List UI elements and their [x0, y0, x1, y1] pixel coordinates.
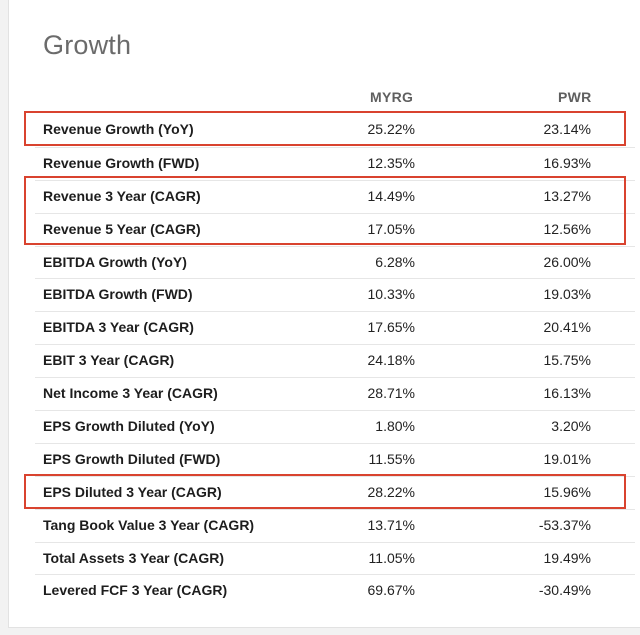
- table-row: EBIT 3 Year (CAGR) 24.18% 15.75%: [35, 344, 635, 377]
- pwr-value: 26.00%: [543, 253, 591, 270]
- table-row: EBITDA Growth (FWD) 10.33% 19.03%: [35, 278, 635, 311]
- table-row: Total Assets 3 Year (CAGR) 11.05% 19.49%: [35, 541, 635, 575]
- column-header-myrg[interactable]: MYRG: [370, 89, 414, 105]
- row-label: Net Income 3 Year (CAGR): [43, 385, 218, 402]
- myrg-value: 12.35%: [367, 154, 415, 171]
- table-row: Tang Book Value 3 Year (CAGR) 13.71% -53.3…: [35, 508, 635, 542]
- pwr-value: 16.93%: [543, 154, 591, 171]
- row-label: EBIT 3 Year (CAGR): [43, 352, 175, 369]
- pwr-value: 15.96%: [543, 483, 591, 500]
- pwr-value: 23.14%: [543, 121, 591, 137]
- table-row: Revenue 5 Year (CAGR) 17.05% 12.56%: [35, 212, 635, 246]
- myrg-value: 69.67%: [367, 582, 415, 599]
- row-label: Revenue 3 Year (CAGR): [43, 187, 201, 204]
- myrg-value: 13.71%: [367, 516, 415, 533]
- row-label: Tang Book Value 3 Year (CAGR): [43, 516, 255, 533]
- table-row: EPS Growth Diluted (YoY) 1.80% 3.20%: [35, 410, 635, 443]
- myrg-value: 10.33%: [367, 286, 415, 303]
- table-row: Revenue 3 Year (CAGR) 14.49% 13.27%: [35, 179, 635, 213]
- table-row: Revenue Growth (FWD) 12.35% 16.93%: [35, 146, 635, 180]
- section-title: Growth: [43, 30, 132, 60]
- pwr-value: 3.20%: [551, 418, 591, 435]
- myrg-value: 6.28%: [375, 253, 415, 270]
- myrg-value: 28.22%: [367, 483, 415, 500]
- growth-card: Growth MYRG PWR Revenue Growth (YoY) 25.2…: [8, 0, 640, 628]
- table-row: Levered FCF 3 Year (CAGR) 69.67% -30.49%: [35, 574, 635, 607]
- pwr-value: 12.56%: [543, 220, 591, 237]
- myrg-value: 17.65%: [367, 319, 415, 336]
- table-row: EPS Diluted 3 Year (CAGR) 28.22% 15.96%: [35, 475, 635, 509]
- row-label: EBITDA Growth (YoY): [43, 253, 187, 270]
- table-row: EPS Growth Diluted (FWD) 11.55% 19.01%: [35, 442, 635, 476]
- row-label: EPS Growth Diluted (FWD): [43, 450, 221, 467]
- myrg-value: 25.22%: [367, 121, 415, 137]
- growth-table: Revenue Growth (YoY) 25.22% 23.14% Revenue…: [35, 114, 635, 607]
- myrg-value: 11.55%: [368, 450, 415, 467]
- column-header-pwr[interactable]: PWR: [558, 89, 592, 105]
- myrg-value: 24.18%: [367, 352, 415, 369]
- pwr-value: 19.49%: [543, 549, 591, 566]
- myrg-value: 1.80%: [375, 418, 415, 435]
- row-label: Revenue Growth (YoY): [43, 121, 194, 137]
- row-label: EPS Diluted 3 Year (CAGR): [43, 483, 222, 500]
- pwr-value: 13.27%: [543, 187, 591, 204]
- pwr-value: 19.03%: [543, 286, 591, 303]
- pwr-value: 20.41%: [543, 319, 591, 336]
- row-label: Total Assets 3 Year (CAGR): [43, 549, 225, 566]
- myrg-value: 28.71%: [367, 385, 415, 402]
- pwr-value: 19.01%: [543, 450, 591, 467]
- row-label: Levered FCF 3 Year (CAGR): [43, 582, 228, 599]
- myrg-value: 14.49%: [367, 187, 415, 204]
- myrg-value: 11.05%: [368, 549, 415, 566]
- table-row: Net Income 3 Year (CAGR) 28.71% 16.13%: [35, 377, 635, 410]
- row-label: Revenue 5 Year (CAGR): [43, 220, 201, 237]
- pwr-value: 15.75%: [543, 352, 591, 369]
- pwr-value: -30.49%: [538, 582, 591, 599]
- table-row: EBITDA 3 Year (CAGR) 17.65% 20.41%: [35, 311, 635, 344]
- row-label: Revenue Growth (FWD): [43, 154, 200, 171]
- pwr-value: 16.13%: [543, 385, 591, 402]
- table-row: EBITDA Growth (YoY) 6.28% 26.00%: [35, 245, 635, 279]
- myrg-value: 17.05%: [367, 220, 415, 237]
- table-row: Revenue Growth (YoY) 25.22% 23.14%: [35, 114, 635, 147]
- pwr-value: -53.37%: [538, 516, 591, 533]
- row-label: EBITDA Growth (FWD): [43, 286, 193, 303]
- row-label: EBITDA 3 Year (CAGR): [43, 319, 194, 336]
- row-label: EPS Growth Diluted (YoY): [43, 418, 215, 435]
